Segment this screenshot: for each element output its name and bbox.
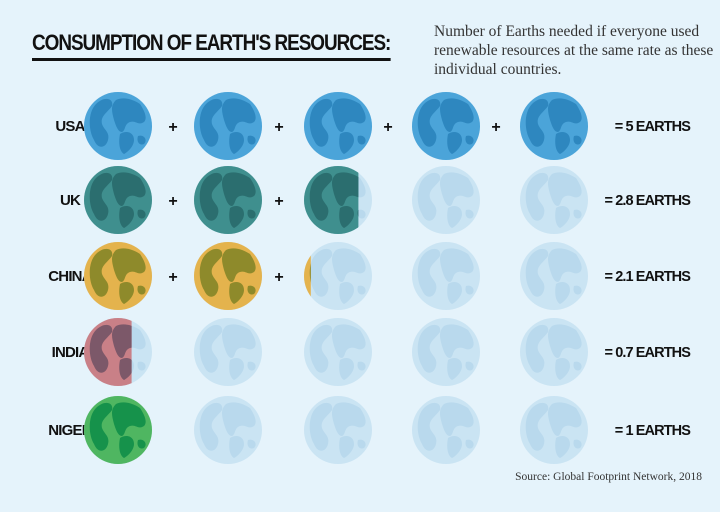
country-label: NIGER [48,422,92,439]
plus-sign: + [168,269,177,286]
earth-icon [84,318,132,386]
filled-earth-icon [84,242,152,310]
plus-sign: + [168,193,177,210]
filled-earth-icon [194,92,262,160]
chart-subtitle: Number of Earths needed if everyone used… [434,23,714,78]
plus-sign: + [274,269,283,286]
filled-earth-icon [304,248,311,304]
row-usa: USA + + + + = 5 EARTHS [55,92,692,160]
empty-earth-icon [304,242,372,310]
filled-earth-icon [194,166,262,234]
earth-icon [304,92,372,160]
filled-earth-icon [304,166,359,234]
total-label: = 2.1 EARTHS [605,269,692,285]
country-label: UK [60,192,81,209]
source-note: Source: Global Footprint Network, 2018 [515,471,702,483]
row-uk: UK + + = 2.8 EARTHS [60,166,692,234]
filled-earth-icon [520,92,588,160]
row-niger: NIGER = 1 EARTHS [48,396,692,464]
earth-icon [194,166,262,234]
filled-earth-icon [304,92,372,160]
country-label: INDIA [52,344,90,361]
empty-earth-icon [520,318,588,386]
total-label: = 1 EARTHS [615,423,691,439]
empty-earth-icon [520,396,588,464]
earth-icon [84,396,152,464]
empty-earth-icon [412,318,480,386]
row-china: CHINA + + = 2.1 EARTHS [48,242,692,310]
total-label: = 2.8 EARTHS [605,193,692,209]
plus-sign: + [168,119,177,136]
earth-icon [84,166,152,234]
filled-earth-icon [84,396,152,464]
total-label: = 0.7 EARTHS [605,345,692,361]
empty-earth-icon [304,396,372,464]
empty-earth-icon [194,396,262,464]
country-label: USA [55,118,85,135]
earth-icon [304,166,359,234]
filled-earth-icon [412,92,480,160]
earth-icon [304,248,311,304]
plus-sign: + [491,119,500,136]
country-label: CHINA [48,268,92,285]
empty-earth-icon [412,242,480,310]
earth-icon [84,92,152,160]
empty-earth-icon [412,166,480,234]
empty-earth-icon [194,318,262,386]
earth-icon [412,92,480,160]
chart-title: CONSUMPTION OF EARTH'S RESOURCES: [32,30,391,61]
total-label: = 5 EARTHS [615,119,691,135]
empty-earth-icon [520,242,588,310]
earth-icon [520,92,588,160]
earth-icon [194,92,262,160]
earth-icon [84,242,152,310]
plus-sign: + [383,119,392,136]
filled-earth-icon [194,242,262,310]
filled-earth-icon [84,92,152,160]
earth-icon [194,242,262,310]
empty-earth-icon [412,396,480,464]
plus-sign: + [274,193,283,210]
filled-earth-icon [84,166,152,234]
plus-sign: + [274,119,283,136]
row-india: INDIA = 0.7 EARTHS [52,318,692,386]
empty-earth-icon [304,318,372,386]
filled-earth-icon [84,318,132,386]
empty-earth-icon [520,166,588,234]
